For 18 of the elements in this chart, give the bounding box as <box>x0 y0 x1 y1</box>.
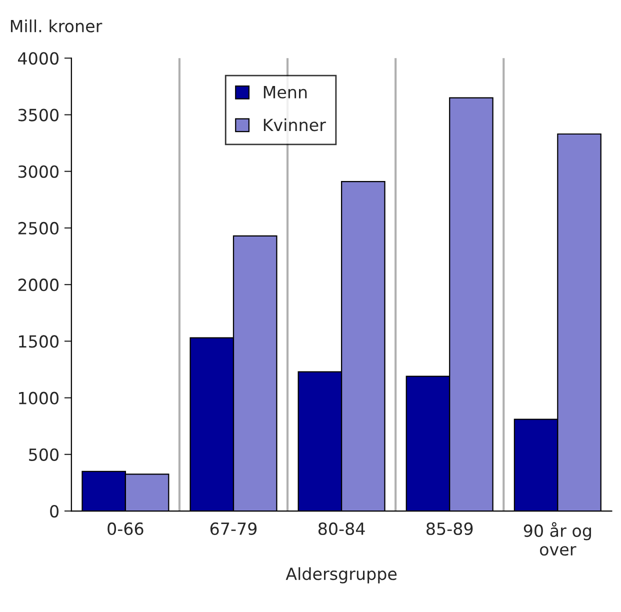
y-axis-title: Mill. kroner <box>10 19 102 32</box>
x-tick-label: 85-89 <box>426 522 473 536</box>
y-tick-label: 1000 <box>19 392 58 404</box>
legend-label: Kvinner <box>264 118 326 132</box>
y-tick-label: 0 <box>50 504 59 518</box>
y-tick-label: 500 <box>29 448 58 461</box>
y-tick-label: 3000 <box>18 165 58 178</box>
legend-label: Menn <box>264 86 307 98</box>
y-tick-label: 4000 <box>18 52 58 65</box>
x-tick-label: 67-79 <box>210 522 257 536</box>
y-tick-label: 2000 <box>18 278 58 292</box>
y-tick-label: 1500 <box>19 335 58 348</box>
x-tick-label: 80-84 <box>318 522 365 536</box>
x-axis-title: Aldersgruppe <box>286 567 397 584</box>
x-tick-label: 90 år og over <box>524 522 591 556</box>
y-tick-label: 2500 <box>18 222 58 235</box>
x-tick-label: 0-66 <box>108 522 144 536</box>
y-tick-label: 3500 <box>18 108 58 122</box>
